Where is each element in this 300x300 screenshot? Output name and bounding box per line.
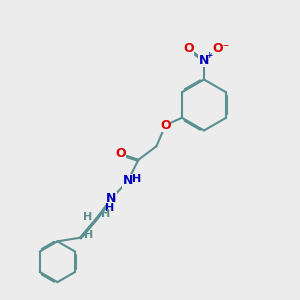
Text: H: H [132, 174, 142, 184]
Text: H: H [101, 209, 110, 219]
Text: +: + [205, 51, 213, 60]
Text: H: H [83, 212, 93, 222]
Text: N: N [106, 192, 117, 205]
Text: N: N [199, 53, 209, 67]
Text: O: O [183, 42, 194, 55]
Text: O: O [160, 119, 171, 132]
Text: O: O [115, 147, 126, 160]
Text: O⁻: O⁻ [212, 42, 230, 55]
Text: H: H [105, 203, 114, 213]
Text: N: N [123, 174, 133, 187]
Text: H: H [84, 230, 94, 240]
